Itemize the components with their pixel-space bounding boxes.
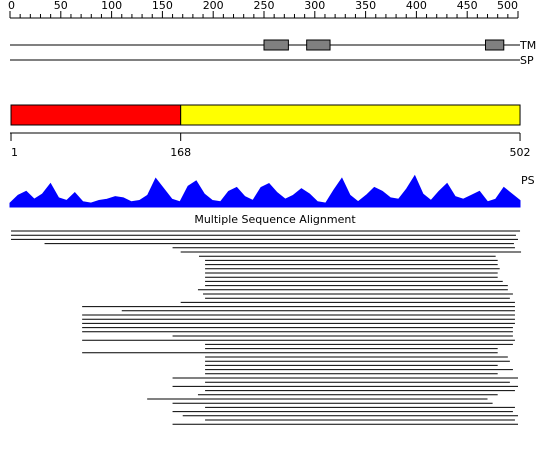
ruler-label: 500: [497, 0, 518, 12]
ruler-label: 250: [254, 0, 275, 12]
ruler-label: 0: [8, 0, 15, 12]
domain: [180, 104, 521, 126]
track-label: TM: [519, 39, 536, 52]
ruler-label: 150: [152, 0, 173, 12]
ruler-label: 100: [101, 0, 122, 12]
ps-label: PS: [521, 174, 535, 187]
track-label: SP: [520, 54, 534, 67]
domain-tick-label: 1: [11, 146, 18, 159]
ruler-label: 200: [203, 0, 224, 12]
domain-tick-label: 502: [510, 146, 531, 159]
ruler-label: 300: [304, 0, 325, 12]
tm-segment: [484, 39, 505, 51]
tm-segment: [306, 39, 331, 51]
ruler-label: 50: [54, 0, 68, 12]
msa-title: Multiple Sequence Alignment: [194, 213, 356, 226]
ps-profile: [9, 174, 521, 208]
domain-tick-label: 168: [170, 146, 191, 159]
tm-segment: [263, 39, 289, 51]
ruler-label: 350: [355, 0, 376, 12]
ruler-label: 450: [457, 0, 478, 12]
domain: [10, 104, 182, 126]
ruler-label: 400: [406, 0, 427, 12]
